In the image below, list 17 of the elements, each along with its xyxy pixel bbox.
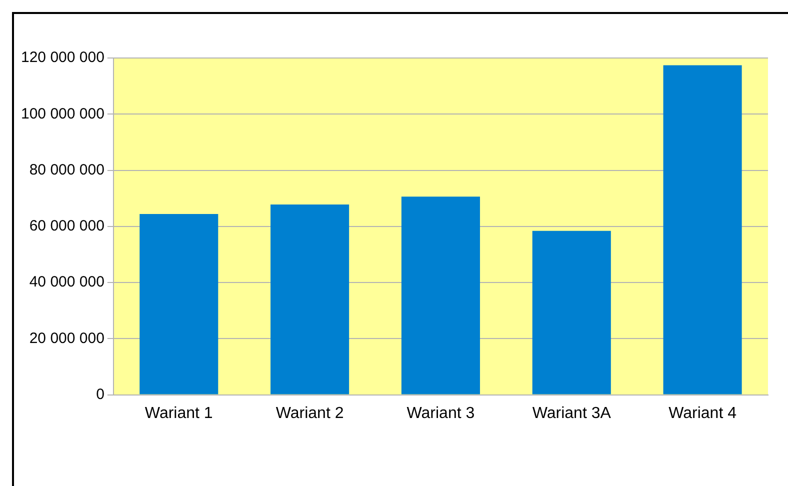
bar xyxy=(663,65,742,394)
bar xyxy=(270,204,350,394)
y-tick-label: 100 000 000 xyxy=(20,105,104,122)
y-tick-label: 40 000 000 xyxy=(29,274,104,291)
y-tick-label: 120 000 000 xyxy=(20,49,104,66)
y-tick-label: 80 000 000 xyxy=(29,161,104,178)
x-tick-label: Wariant 1 xyxy=(144,404,213,422)
bar xyxy=(140,214,218,394)
x-tick-label: Wariant 3 xyxy=(406,404,475,422)
y-tick-label: 20 000 000 xyxy=(29,330,104,347)
bar xyxy=(401,196,480,394)
x-tick-label: Wariant 2 xyxy=(276,404,344,422)
bar xyxy=(532,230,611,394)
x-tick-label: Wariant 3A xyxy=(532,404,612,422)
y-tick-label: 0 xyxy=(96,386,104,403)
y-tick-label: 60 000 000 xyxy=(29,218,104,235)
x-tick-label: Wariant 4 xyxy=(668,404,737,422)
